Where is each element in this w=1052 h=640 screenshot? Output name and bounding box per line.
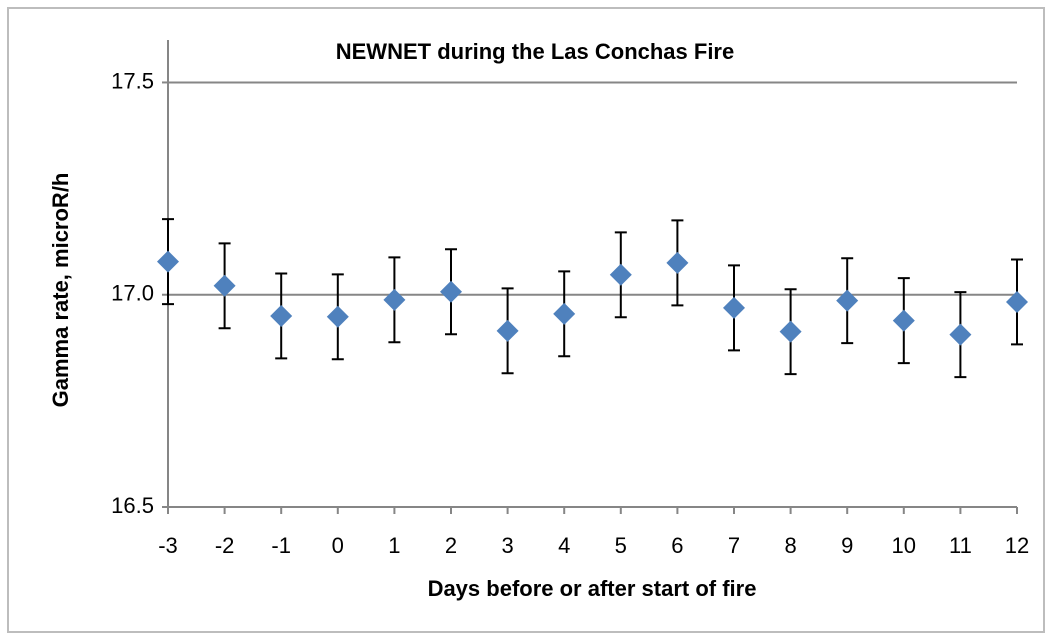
data-point [496, 319, 519, 342]
data-point [157, 250, 179, 273]
x-tick-label: 3 [501, 533, 513, 558]
x-tick-label: 9 [841, 533, 853, 558]
data-point [723, 296, 745, 319]
y-tick-label: 17.5 [111, 68, 154, 93]
data-point [666, 251, 689, 274]
x-tick-label: 4 [558, 533, 570, 558]
data-point [1006, 290, 1028, 313]
data-point [213, 274, 236, 297]
chart-title: NEWNET during the Las Conchas Fire [336, 39, 734, 64]
data-point [270, 304, 293, 327]
y-tick-label: 16.5 [111, 493, 154, 518]
data-point [779, 320, 802, 343]
x-tick-label: 5 [615, 533, 627, 558]
x-tick-label: -1 [271, 533, 291, 558]
data-point [553, 302, 576, 325]
x-tick-label: 11 [949, 533, 972, 558]
y-tick-label: 17.0 [111, 281, 154, 306]
data-point [383, 288, 406, 311]
data-point [892, 309, 915, 332]
data-point [949, 323, 972, 346]
x-tick-label: 7 [728, 533, 740, 558]
data-point [326, 305, 349, 328]
chart-frame [7, 7, 1045, 633]
x-tick-label: 12 [1005, 533, 1029, 558]
x-tick-label: 2 [445, 533, 457, 558]
x-axis-label: Days before or after start of fire [428, 576, 757, 601]
data-point [440, 280, 462, 303]
data-point [609, 263, 632, 286]
x-tick-label: 6 [671, 533, 683, 558]
x-tick-label: 10 [892, 533, 916, 558]
x-tick-label: 0 [332, 533, 344, 558]
y-axis-label: Gamma rate, microR/h [48, 173, 73, 408]
x-tick-label: -3 [158, 533, 178, 558]
x-tick-label: 1 [388, 533, 400, 558]
data-point [836, 289, 859, 312]
x-tick-label: -2 [215, 533, 235, 558]
x-tick-label: 8 [784, 533, 796, 558]
